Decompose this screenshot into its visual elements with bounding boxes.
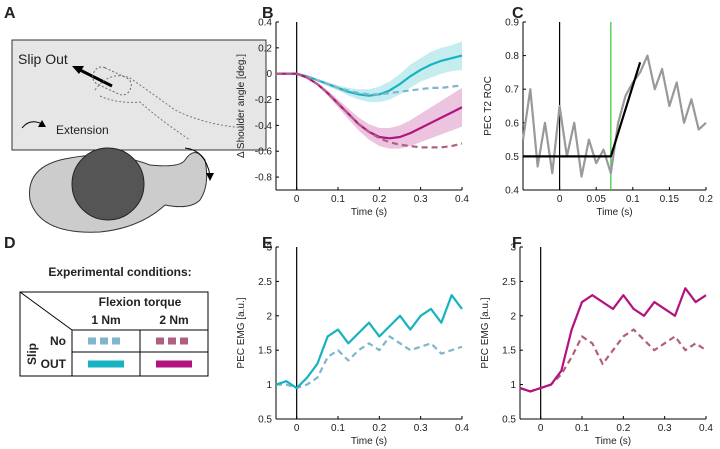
x-tick-label: 0.2 xyxy=(616,423,630,434)
x-tick-label: 0.3 xyxy=(658,423,672,434)
y-axis-label: PEC EMG [a.u.] xyxy=(236,297,247,368)
x-tick-label: 0.2 xyxy=(372,194,386,205)
x-tick-label: 0.2 xyxy=(699,194,713,205)
panel-label: F xyxy=(512,235,522,252)
scene-title: Slip Out xyxy=(18,51,68,67)
y-tick-label: 1 xyxy=(266,380,272,391)
y-tick-label: 0 xyxy=(266,69,272,80)
y-tick-label: 1.5 xyxy=(502,346,516,357)
head xyxy=(71,147,145,221)
y-tick-label: 0.5 xyxy=(502,415,516,426)
y-tick-label: 0.5 xyxy=(505,152,519,163)
x-tick-label: 0.1 xyxy=(575,423,589,434)
column-header: Flexion torque xyxy=(99,295,182,309)
y-tick-label: 0.4 xyxy=(505,186,519,197)
rotation-arrowhead xyxy=(206,173,214,181)
x-tick-label: 0.4 xyxy=(455,194,469,205)
slip-arrow xyxy=(79,68,113,88)
handle xyxy=(92,66,132,96)
extension-arrowhead xyxy=(38,120,46,127)
x-tick-label: 0 xyxy=(538,423,544,434)
series-line xyxy=(276,335,463,390)
column-label: 2 Nm xyxy=(159,313,188,327)
series-line xyxy=(519,287,707,393)
x-axis-label: Time (s) xyxy=(351,207,387,218)
y-axis-label: PEC EMG [a.u.] xyxy=(480,297,491,368)
corner-diagonal xyxy=(19,291,73,331)
y-axis-label: PEC T2 ROC xyxy=(483,76,494,136)
y-tick-label: 2.5 xyxy=(258,277,272,288)
y-tick-label: 0.9 xyxy=(505,18,519,29)
y-tick-label: 0.7 xyxy=(505,85,519,96)
x-tick-label: 0 xyxy=(557,194,563,205)
y-tick-label: 3 xyxy=(510,243,516,254)
rotation-arrow xyxy=(184,147,211,176)
x-tick-label: 0.05 xyxy=(586,194,606,205)
column-label: 1 Nm xyxy=(91,313,120,327)
extension-label: Extension xyxy=(56,123,109,137)
series-line xyxy=(519,328,707,393)
series-line xyxy=(275,294,463,390)
x-tick-label: 0.15 xyxy=(660,194,680,205)
series-line xyxy=(521,54,707,178)
row-label: No xyxy=(50,334,66,348)
panel-label: B xyxy=(262,5,274,22)
x-tick-label: 0 xyxy=(294,194,300,205)
y-tick-label: -0.4 xyxy=(255,121,273,132)
y-tick-label: -0.6 xyxy=(255,147,273,158)
y-tick-label: 3 xyxy=(266,243,272,254)
x-tick-label: 0.4 xyxy=(455,423,469,434)
error-band xyxy=(276,73,462,149)
hand-sketch xyxy=(94,75,246,141)
panel-label: E xyxy=(262,235,273,252)
x-tick-label: 0.1 xyxy=(331,423,345,434)
row-label: OUT xyxy=(41,357,67,371)
x-tick-label: 0.3 xyxy=(414,194,428,205)
series-line xyxy=(276,72,463,149)
scene-box xyxy=(11,39,267,151)
table-frame xyxy=(19,291,209,377)
y-tick-label: -0.2 xyxy=(255,95,273,106)
y-tick-label: 2 xyxy=(266,311,272,322)
y-tick-label: 2 xyxy=(510,311,516,322)
y-tick-label: 0.8 xyxy=(505,51,519,62)
y-tick-label: 1 xyxy=(510,380,516,391)
y-tick-label: 0.6 xyxy=(505,118,519,129)
y-tick-label: 2.5 xyxy=(502,277,516,288)
x-tick-label: 0.3 xyxy=(414,423,428,434)
extension-arrow xyxy=(21,121,43,129)
x-tick-label: 0 xyxy=(294,423,300,434)
x-axis-label: Time (s) xyxy=(351,436,387,447)
x-tick-label: 0.4 xyxy=(699,423,713,434)
panel-label: D xyxy=(4,235,16,252)
table-title: Experimental conditions: xyxy=(48,265,191,279)
y-tick-label: 0.2 xyxy=(258,43,272,54)
error-band xyxy=(276,41,462,103)
y-tick-label: -0.8 xyxy=(255,173,273,184)
panel-label: A xyxy=(4,5,16,22)
row-header: Slip xyxy=(25,343,39,365)
series-line xyxy=(276,72,463,96)
y-tick-label: 1.5 xyxy=(258,346,272,357)
y-tick-label: 0.4 xyxy=(258,18,272,29)
x-axis-label: Time (s) xyxy=(596,207,632,218)
series-line xyxy=(523,61,642,158)
slip-arrowhead xyxy=(72,66,84,74)
x-axis-label: Time (s) xyxy=(595,436,631,447)
x-tick-label: 0.1 xyxy=(626,194,640,205)
y-tick-label: 0.5 xyxy=(258,415,272,426)
y-axis-label: Δ Shoulder angle [deg.] xyxy=(236,54,247,158)
panel-label: C xyxy=(512,5,524,22)
x-tick-label: 0.1 xyxy=(331,194,345,205)
x-tick-label: 0.2 xyxy=(372,423,386,434)
